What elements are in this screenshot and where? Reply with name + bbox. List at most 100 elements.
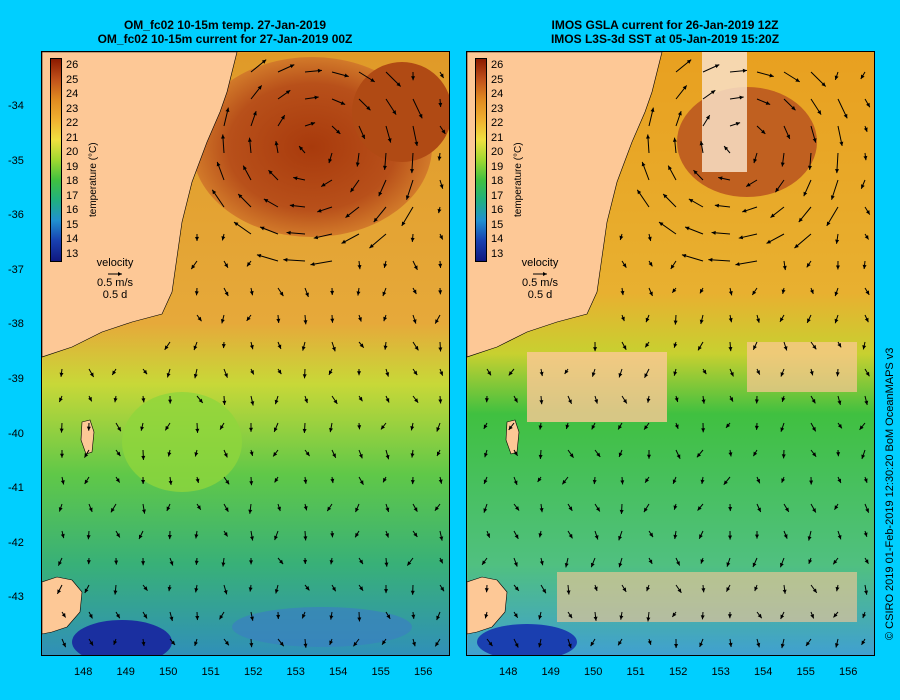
velocity-arrowhead <box>699 642 704 647</box>
velocity-arrowhead <box>726 587 731 592</box>
velocity-arrowhead <box>593 586 598 591</box>
colorbar-tick-label: 22 <box>491 117 504 129</box>
velocity-arrowhead <box>169 561 174 566</box>
velocity-arrowhead <box>826 221 831 226</box>
velocity-arrowhead <box>803 191 808 197</box>
velocity-arrowhead <box>252 111 257 116</box>
velocity-arrowhead <box>61 613 66 618</box>
velocity-arrowhead <box>645 478 650 483</box>
velocity-arrowhead <box>699 141 704 146</box>
velocity-arrowhead <box>412 289 417 295</box>
left-mainland <box>42 52 238 358</box>
velocity-arrowhead <box>646 398 651 403</box>
velocity-arrowhead <box>194 291 199 296</box>
velocity-arrowhead <box>358 453 363 459</box>
velocity-arrowhead <box>863 478 868 483</box>
velocity-arrowhead <box>865 210 870 215</box>
velocity-arrowhead <box>865 371 870 377</box>
velocity-arrowhead <box>249 643 254 648</box>
velocity-arrowhead <box>212 189 217 195</box>
velocity-arrowhead <box>411 76 416 81</box>
velocity-arrowhead <box>682 85 687 90</box>
colorbar-tick-label: 23 <box>66 102 79 115</box>
velocity-arrowhead <box>837 342 842 348</box>
velocity-arrowhead <box>539 560 544 566</box>
velocity-arrowhead <box>618 425 622 430</box>
velocity-arrowhead <box>620 480 625 485</box>
velocity-arrowhead <box>863 155 868 161</box>
colorbar-tick-label: 25 <box>66 73 79 86</box>
left-map-panel: 26 25 24 23 22 21 20 19 18 17 16 15 14 13 temperature… <box>41 51 450 656</box>
velocity-arrowhead <box>249 427 254 432</box>
velocity-arrowhead <box>487 370 492 376</box>
velocity-arrowhead <box>341 239 346 244</box>
velocity-arrowhead <box>619 509 624 514</box>
colorbar-tick-label: 26 <box>491 59 504 71</box>
velocity-arrowhead <box>413 265 418 270</box>
velocity-arrowhead <box>276 614 281 619</box>
velocity-arrowhead <box>618 452 623 457</box>
velocity-arrowhead <box>677 111 682 116</box>
velocity-arrowhead <box>728 452 733 457</box>
velocity-arrowhead <box>110 507 115 513</box>
velocity-arrowhead <box>672 288 677 293</box>
velocity-arrowhead <box>59 397 63 403</box>
velocity-arrowhead <box>223 590 228 595</box>
right-colorbar-title: temperature (°C) <box>513 142 524 217</box>
velocity-arrowhead <box>739 95 744 100</box>
velocity-arrowhead <box>805 641 810 646</box>
velocity-arrowhead <box>191 264 196 270</box>
velocity-arrowhead <box>564 562 569 568</box>
velocity-arrowhead <box>622 263 627 268</box>
velocity-arrowhead <box>89 372 94 377</box>
velocity-arrowhead <box>728 317 733 323</box>
velocity-arrowhead <box>439 371 444 376</box>
velocity-arrowhead <box>385 454 390 460</box>
velocity-arrowhead <box>673 505 678 510</box>
velocity-arrowhead <box>833 559 838 565</box>
velocity-arrowhead <box>728 506 733 512</box>
right-map-panel: 26 25 24 23 22 21 20 19 18 17 16 15 14 13 temperature… <box>466 51 875 656</box>
velocity-arrowhead <box>387 138 392 143</box>
velocity-arrowhead <box>340 101 346 105</box>
velocity-arrowhead <box>676 561 680 566</box>
velocity-arrowhead <box>303 559 308 565</box>
velocity-arrowhead <box>862 264 867 269</box>
velocity-arrowhead <box>757 507 761 512</box>
velocity-arrowhead <box>437 156 442 161</box>
velocity-arrowhead <box>542 588 546 594</box>
colorbar-tick-label: 13 <box>491 247 504 260</box>
velocity-arrowhead <box>439 73 444 78</box>
velocity-arrowhead <box>414 141 419 146</box>
velocity-arrowhead <box>166 373 171 378</box>
velocity-arrowhead <box>59 453 64 458</box>
velocity-arrowhead <box>384 589 389 594</box>
velocity-arrowhead <box>622 345 627 350</box>
colorbar-tick-label: 26 <box>66 59 79 71</box>
velocity-arrowhead <box>113 590 118 595</box>
velocity-arrowhead <box>812 452 817 457</box>
velocity-arrowhead <box>621 316 625 322</box>
velocity-arrowhead <box>618 535 622 541</box>
velocity-arrowhead <box>195 478 200 483</box>
velocity-arrowhead <box>863 532 868 537</box>
velocity-arrowhead <box>539 371 544 377</box>
velocity-arrowhead <box>618 640 622 646</box>
velocity-arrowhead <box>355 532 359 538</box>
velocity-arrowhead <box>167 535 172 540</box>
velocity-arrowhead <box>673 320 678 325</box>
left-colorbar-title: temperature (°C) <box>88 142 99 217</box>
velocity-arrowhead <box>619 235 624 241</box>
velocity-arrowhead <box>618 562 623 568</box>
velocity-arrowhead <box>685 226 690 231</box>
velocity-arrowhead <box>668 165 672 171</box>
velocity-arrowhead <box>568 399 572 404</box>
velocity-arrowhead <box>590 562 595 568</box>
velocity-arrowhead <box>220 318 225 324</box>
velocity-arrowhead <box>835 239 840 244</box>
velocity-arrowhead <box>164 345 169 350</box>
velocity-arrowhead <box>834 643 839 648</box>
velocity-arrowhead <box>224 263 228 268</box>
velocity-arrowhead <box>755 534 760 539</box>
velocity-arrowhead <box>591 424 596 430</box>
